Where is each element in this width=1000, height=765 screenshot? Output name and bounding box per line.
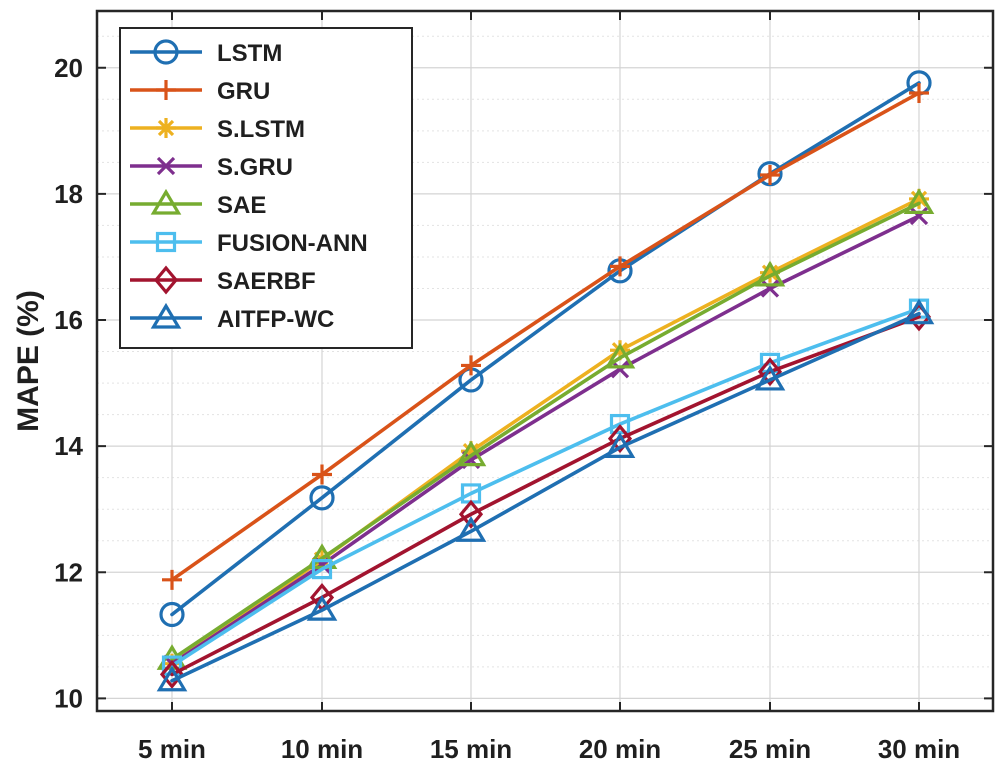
x-axis: 5 min 10 min 15 min 20 min 25 min 30 min: [138, 11, 960, 764]
legend-marker: [153, 265, 179, 295]
data-point: [306, 594, 338, 621]
data-point: [159, 601, 185, 628]
series-aitfp-wc: [156, 298, 935, 692]
legend-marker: [156, 118, 176, 138]
data-point: [461, 355, 481, 376]
data-point: [311, 559, 333, 580]
legend-marker: [150, 302, 182, 329]
data-point: [159, 659, 185, 689]
data-point: [607, 424, 633, 454]
data-point: [610, 340, 630, 361]
y-tick-label: 20: [54, 53, 83, 83]
legend-marker: [153, 39, 179, 65]
series-gru: [162, 82, 929, 590]
data-point: [909, 188, 929, 209]
legend-label: LSTM: [217, 40, 282, 67]
data-point: [610, 360, 630, 379]
data-point: [455, 440, 487, 467]
legend-label: SAERBF: [217, 268, 316, 295]
legend-label: FUSION-ANN: [217, 230, 368, 257]
data-point: [760, 164, 780, 185]
legend: LSTM GRU S.LSTM S.GRU SAE FUSION-ANN SAERBF AIT…: [119, 27, 413, 349]
data-point: [309, 485, 335, 511]
legend-marker: [155, 231, 177, 253]
legend-item: AITFP-WC: [130, 302, 334, 333]
y-tick-label: 10: [54, 683, 83, 713]
series-line: [170, 91, 921, 582]
data-point: [903, 188, 935, 214]
x-tick-label: 15 min: [430, 734, 512, 764]
data-point: [909, 206, 929, 226]
legend-item: S.GRU: [130, 154, 293, 181]
data-point: [754, 364, 786, 391]
legend-marker: [150, 188, 182, 215]
data-point: [757, 357, 783, 387]
legend-item: S.LSTM: [130, 116, 305, 143]
series-line: [170, 306, 921, 668]
legend-item: LSTM: [130, 39, 282, 67]
x-tick-label: 10 min: [281, 734, 363, 764]
data-point: [312, 464, 332, 485]
x-tick-label: 30 min: [878, 734, 960, 764]
x-tick-label: 5 min: [138, 734, 206, 764]
data-point: [760, 279, 780, 298]
data-point: [455, 516, 487, 542]
legend-marker: [156, 156, 176, 176]
y-axis: 10 12 14 16 18 20: [54, 53, 993, 713]
y-tick-label: 12: [54, 557, 83, 587]
data-point: [610, 256, 630, 277]
series-line: [170, 315, 921, 677]
legend-item: SAERBF: [130, 265, 316, 295]
series-layer: [156, 70, 935, 692]
data-point: [903, 298, 935, 325]
data-point: [760, 262, 780, 283]
y-tick-label: 16: [54, 305, 83, 335]
y-tick-label: 18: [54, 179, 83, 209]
legend-label: SAE: [217, 192, 266, 219]
data-point: [754, 260, 786, 287]
legend-box: [119, 27, 413, 349]
legend-label: AITFP-WC: [217, 306, 334, 333]
legend-item: SAE: [130, 188, 266, 219]
y-tick-label: 14: [54, 431, 83, 461]
data-point: [604, 432, 636, 458]
legend-label: S.LSTM: [217, 116, 305, 143]
x-tick-label: 20 min: [579, 734, 661, 764]
legend-marker: [156, 80, 176, 100]
y-axis-label: MAPE (%): [12, 290, 45, 432]
legend-label: GRU: [217, 78, 270, 105]
legend-item: GRU: [130, 78, 270, 105]
series-line: [170, 201, 921, 662]
series-fusion-ann: [161, 298, 930, 676]
series-line: [170, 81, 921, 617]
legend-item: FUSION-ANN: [130, 230, 368, 257]
series-line: [170, 311, 921, 683]
legend-label: S.GRU: [217, 154, 293, 181]
data-point: [461, 441, 481, 462]
data-point: [156, 665, 188, 692]
plot-area: [95, 9, 995, 713]
x-tick-label: 25 min: [729, 734, 811, 764]
data-point: [909, 82, 929, 103]
series-line: [170, 214, 921, 666]
data-point: [458, 499, 484, 529]
data-point: [162, 569, 182, 590]
data-point: [604, 342, 636, 369]
